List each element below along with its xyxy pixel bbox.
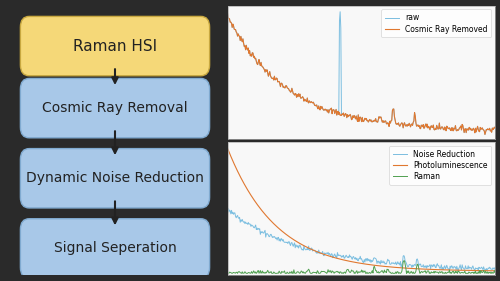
Cosmic Ray Removed <box>419 124 425 128</box>
Noise Reduction <box>455 269 461 272</box>
Noise Reduction <box>312 249 318 252</box>
Legend: Noise Reduction, Photoluminescence, Raman: Noise Reduction, Photoluminescence, Rama… <box>389 146 491 185</box>
raw <box>312 104 318 107</box>
Cosmic Ray Removed <box>393 122 399 125</box>
Line: Cosmic Ray Removed: Cosmic Ray Removed <box>228 13 495 135</box>
raw <box>394 123 400 126</box>
Photoluminescence <box>418 267 424 271</box>
Cosmic Ray Removed <box>256 62 262 65</box>
Raman <box>492 271 498 274</box>
Cosmic Ray Removed <box>224 12 230 15</box>
Text: Dynamic Noise Reduction: Dynamic Noise Reduction <box>26 171 204 185</box>
Noise Reduction <box>224 207 230 211</box>
Raman <box>419 270 425 273</box>
Noise Reduction <box>225 207 231 210</box>
Photoluminescence <box>256 206 262 209</box>
Text: Signal Seperation: Signal Seperation <box>54 241 176 255</box>
FancyBboxPatch shape <box>20 16 210 76</box>
Noise Reduction <box>394 263 400 266</box>
Photoluminescence <box>330 256 336 259</box>
Photoluminescence <box>492 269 498 273</box>
raw <box>330 108 336 111</box>
Cosmic Ray Removed <box>482 133 488 136</box>
raw <box>337 10 343 13</box>
Line: Photoluminescence: Photoluminescence <box>228 148 495 271</box>
Cosmic Ray Removed <box>418 127 424 130</box>
Raman <box>394 272 400 275</box>
Photoluminescence <box>419 267 425 271</box>
Text: Raman HSI: Raman HSI <box>73 38 157 54</box>
FancyBboxPatch shape <box>20 219 210 278</box>
Raman <box>401 259 407 262</box>
raw <box>420 125 426 128</box>
Raman <box>312 271 318 274</box>
Noise Reduction <box>492 266 498 269</box>
raw <box>418 123 424 127</box>
Legend: raw, Cosmic Ray Removed: raw, Cosmic Ray Removed <box>381 10 491 37</box>
raw <box>256 62 262 65</box>
Line: Noise Reduction: Noise Reduction <box>228 209 495 271</box>
Raman <box>224 271 230 274</box>
Raman <box>258 269 264 272</box>
Line: Raman: Raman <box>228 261 495 273</box>
Noise Reduction <box>331 253 337 257</box>
Cosmic Ray Removed <box>330 108 336 111</box>
Noise Reduction <box>258 233 264 236</box>
Noise Reduction <box>418 265 424 268</box>
Raman <box>420 270 426 274</box>
FancyBboxPatch shape <box>20 78 210 138</box>
Photoluminescence <box>224 146 230 150</box>
Cosmic Ray Removed <box>492 126 498 130</box>
Raman <box>226 272 232 275</box>
Photoluminescence <box>312 249 318 252</box>
raw <box>492 126 498 130</box>
Noise Reduction <box>420 265 426 268</box>
FancyBboxPatch shape <box>20 149 210 208</box>
raw <box>482 133 488 136</box>
Photoluminescence <box>393 266 399 269</box>
raw <box>224 12 230 15</box>
Line: raw: raw <box>228 12 495 135</box>
Cosmic Ray Removed <box>312 104 318 107</box>
Text: Cosmic Ray Removal: Cosmic Ray Removal <box>42 101 188 115</box>
Raman <box>331 271 337 275</box>
